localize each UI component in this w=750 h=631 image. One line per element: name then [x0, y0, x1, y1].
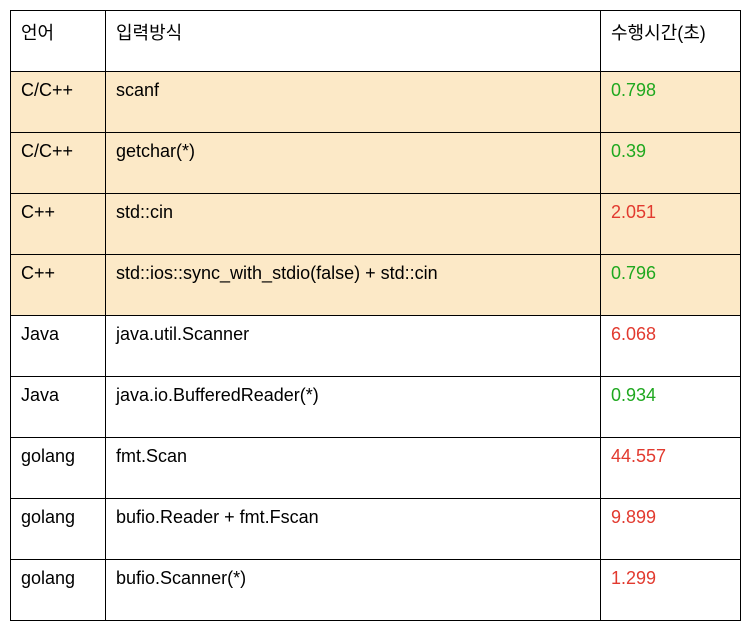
- cell-exec-time: 1.299: [601, 560, 741, 621]
- cell-exec-time: 6.068: [601, 316, 741, 377]
- cell-language: C++: [11, 255, 106, 316]
- table-header-row: 언어 입력방식 수행시간(초): [11, 11, 741, 72]
- cell-input-method: fmt.Scan: [106, 438, 601, 499]
- cell-input-method: java.util.Scanner: [106, 316, 601, 377]
- cell-exec-time: 0.796: [601, 255, 741, 316]
- cell-language: Java: [11, 316, 106, 377]
- cell-language: golang: [11, 438, 106, 499]
- table-row: C++std::cin2.051: [11, 194, 741, 255]
- cell-language: C/C++: [11, 72, 106, 133]
- cell-language: C++: [11, 194, 106, 255]
- header-exec-time: 수행시간(초): [601, 11, 741, 72]
- cell-input-method: getchar(*): [106, 133, 601, 194]
- cell-input-method: bufio.Reader + fmt.Fscan: [106, 499, 601, 560]
- table-row: Javajava.util.Scanner6.068: [11, 316, 741, 377]
- cell-exec-time: 44.557: [601, 438, 741, 499]
- cell-language: C/C++: [11, 133, 106, 194]
- header-input-method: 입력방식: [106, 11, 601, 72]
- cell-input-method: java.io.BufferedReader(*): [106, 377, 601, 438]
- table-row: golangbufio.Scanner(*)1.299: [11, 560, 741, 621]
- table-row: C/C++getchar(*)0.39: [11, 133, 741, 194]
- cell-input-method: bufio.Scanner(*): [106, 560, 601, 621]
- table-row: golangfmt.Scan44.557: [11, 438, 741, 499]
- cell-language: Java: [11, 377, 106, 438]
- cell-exec-time: 9.899: [601, 499, 741, 560]
- table-row: C++std::ios::sync_with_stdio(false) + st…: [11, 255, 741, 316]
- cell-exec-time: 0.934: [601, 377, 741, 438]
- cell-input-method: scanf: [106, 72, 601, 133]
- cell-language: golang: [11, 499, 106, 560]
- cell-exec-time: 0.39: [601, 133, 741, 194]
- io-benchmark-table: 언어 입력방식 수행시간(초) C/C++scanf0.798C/C++getc…: [10, 10, 741, 621]
- cell-exec-time: 2.051: [601, 194, 741, 255]
- table-row: C/C++scanf0.798: [11, 72, 741, 133]
- cell-input-method: std::cin: [106, 194, 601, 255]
- table-row: Javajava.io.BufferedReader(*)0.934: [11, 377, 741, 438]
- header-language: 언어: [11, 11, 106, 72]
- table-row: golangbufio.Reader + fmt.Fscan9.899: [11, 499, 741, 560]
- cell-exec-time: 0.798: [601, 72, 741, 133]
- cell-input-method: std::ios::sync_with_stdio(false) + std::…: [106, 255, 601, 316]
- cell-language: golang: [11, 560, 106, 621]
